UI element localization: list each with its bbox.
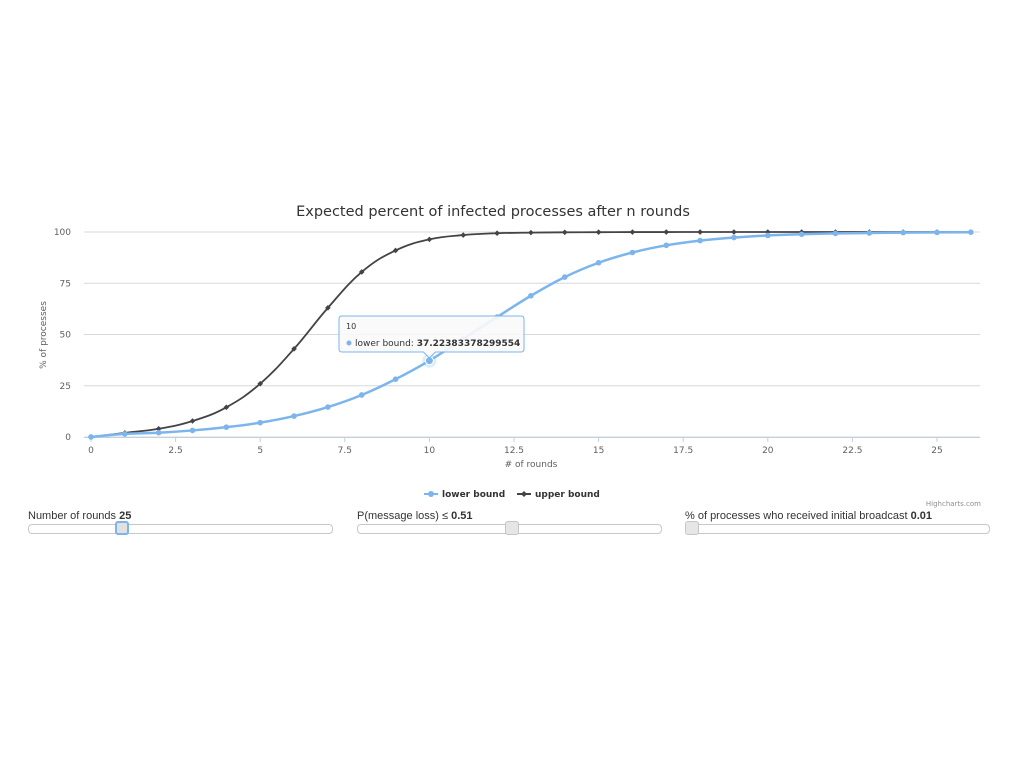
data-point bbox=[223, 424, 230, 430]
y-tick-label: 25 bbox=[60, 382, 71, 392]
data-point bbox=[325, 305, 331, 311]
y-tick-label: 100 bbox=[54, 228, 71, 238]
data-point bbox=[968, 229, 974, 236]
legend-item-lower-bound[interactable]: lower bound bbox=[424, 490, 505, 500]
data-point bbox=[697, 229, 703, 235]
data-point bbox=[392, 247, 399, 254]
data-point bbox=[291, 413, 297, 419]
x-tick-label: 17.5 bbox=[673, 446, 693, 456]
data-point bbox=[798, 231, 805, 238]
data-point bbox=[392, 376, 399, 382]
x-tick-label: 10 bbox=[424, 446, 436, 456]
x-tick-label: 0 bbox=[88, 446, 94, 456]
grid-lines bbox=[84, 231, 980, 438]
tooltip-body: lower bound: 37.22383378299554 bbox=[355, 339, 520, 349]
tooltip-box bbox=[338, 315, 525, 359]
data-point bbox=[88, 434, 94, 440]
data-point bbox=[866, 230, 873, 236]
data-point bbox=[731, 234, 737, 241]
x-tick-label: 25 bbox=[931, 446, 942, 456]
data-point bbox=[663, 242, 670, 249]
initial-broadcast-slider-track[interactable] bbox=[685, 524, 990, 534]
initial-broadcast-slider-label: % of processes who received initial broa… bbox=[685, 509, 990, 523]
data-point bbox=[155, 429, 162, 436]
data-point bbox=[561, 274, 568, 280]
data-point bbox=[900, 229, 906, 236]
series-layer bbox=[88, 229, 974, 440]
legend: lower bound upper bound bbox=[424, 490, 600, 500]
data-point bbox=[426, 236, 433, 243]
tooltip-series-label: lower bound: bbox=[355, 339, 417, 349]
x-tick-label: 2.5 bbox=[168, 446, 182, 456]
data-point bbox=[122, 431, 128, 437]
initial-label-text: % of processes who received initial broa… bbox=[685, 510, 911, 522]
data-point bbox=[561, 229, 568, 236]
data-point bbox=[731, 229, 737, 235]
x-tick-label: 5 bbox=[257, 446, 263, 456]
rounds-slider-control: Number of rounds 25 bbox=[28, 509, 333, 539]
data-point bbox=[325, 404, 331, 410]
loss-slider-label: P(message loss) ≤ 0.51 bbox=[357, 509, 662, 523]
rounds-slider-track[interactable] bbox=[28, 524, 333, 534]
data-point bbox=[528, 229, 534, 236]
legend-label: upper bound bbox=[535, 490, 600, 500]
data-point bbox=[697, 237, 703, 244]
rounds-slider-handle[interactable] bbox=[115, 521, 130, 535]
x-tick-label: 15 bbox=[593, 446, 604, 456]
initial-broadcast-slider-handle[interactable] bbox=[685, 521, 699, 535]
y-axis-title: % of processes bbox=[39, 301, 49, 369]
y-tick-label: 75 bbox=[60, 279, 71, 289]
data-point bbox=[358, 269, 365, 275]
tooltip: 10 lower bound: 37.22383378299554 bbox=[338, 315, 525, 368]
data-point bbox=[189, 418, 196, 424]
y-tick-label: 0 bbox=[65, 433, 71, 443]
data-point bbox=[528, 292, 534, 299]
legend-item-upper-bound[interactable]: upper bound bbox=[517, 490, 600, 500]
data-point bbox=[291, 346, 297, 352]
y-axis-ticks: 0 25 50 75 100 bbox=[54, 228, 71, 443]
data-point bbox=[257, 419, 264, 426]
credits-link[interactable]: Highcharts.com bbox=[926, 500, 981, 508]
rounds-slider-label: Number of rounds 25 bbox=[28, 509, 333, 523]
initial-broadcast-slider-control: % of processes who received initial broa… bbox=[685, 509, 990, 539]
initial-value: 0.01 bbox=[910, 510, 933, 522]
data-point bbox=[629, 229, 636, 235]
data-point bbox=[358, 392, 365, 398]
data-point bbox=[494, 230, 500, 237]
x-tick-label: 20 bbox=[762, 446, 774, 456]
series-lower-bound bbox=[88, 229, 974, 440]
data-point bbox=[832, 230, 839, 237]
data-point bbox=[189, 427, 196, 434]
rounds-value: 25 bbox=[119, 510, 132, 522]
data-point bbox=[934, 229, 940, 236]
tooltip-series-dot bbox=[346, 340, 352, 346]
data-point bbox=[155, 426, 162, 432]
tooltip-value: 37.22383378299554 bbox=[417, 339, 521, 349]
x-tick-label: 22.5 bbox=[842, 446, 862, 456]
data-point bbox=[595, 229, 602, 235]
y-tick-label: 50 bbox=[60, 331, 72, 341]
tooltip-header: 10 bbox=[346, 322, 356, 331]
loss-value: 0.51 bbox=[451, 510, 473, 522]
rounds-label-text: Number of rounds bbox=[28, 510, 120, 522]
x-axis-title: # of rounds bbox=[505, 460, 558, 470]
data-point bbox=[460, 232, 467, 238]
data-point bbox=[629, 249, 636, 256]
loss-slider-control: P(message loss) ≤ 0.51 bbox=[357, 509, 662, 539]
data-point bbox=[595, 259, 602, 266]
loss-label-text: P(message loss) ≤ bbox=[357, 510, 452, 522]
chart-title: Expected percent of infected processes a… bbox=[296, 204, 690, 220]
x-tick-label: 7.5 bbox=[338, 446, 352, 456]
x-tick-label: 12.5 bbox=[504, 446, 524, 456]
legend-label: lower bound bbox=[442, 490, 505, 500]
legend-marker-circle bbox=[428, 491, 434, 497]
data-point bbox=[765, 232, 771, 239]
x-axis-ticks: 0 2.5 5 7.5 10 12.5 15 17.5 20 22.5 25 bbox=[88, 437, 943, 456]
data-point bbox=[663, 229, 670, 235]
legend-marker-diamond bbox=[521, 491, 527, 497]
data-point bbox=[223, 404, 230, 411]
data-point bbox=[257, 380, 263, 387]
loss-slider-handle[interactable] bbox=[505, 521, 520, 535]
